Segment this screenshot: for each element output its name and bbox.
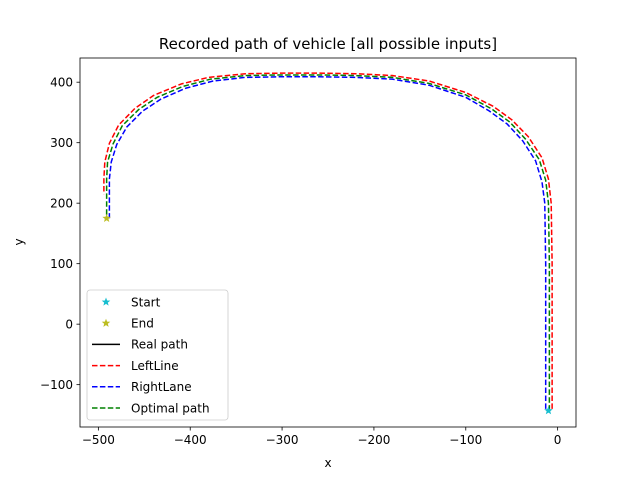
series-line-leftline: [103, 72, 553, 409]
start-marker: [544, 406, 553, 415]
x-tick-label: −500: [82, 433, 115, 447]
legend-end-star-icon: [101, 318, 111, 327]
y-tick-label: 300: [50, 136, 73, 150]
chart-title: Recorded path of vehicle [all possible i…: [159, 35, 497, 53]
marker-group: [102, 213, 553, 415]
series-line-optimal-path: [105, 74, 551, 411]
y-tick-label: 100: [50, 257, 73, 271]
legend-rightlane-label: RightLane: [131, 380, 192, 394]
plot-frame: [79, 57, 577, 428]
x-tick-label: −100: [449, 433, 482, 447]
y-tick-label: 200: [50, 196, 73, 210]
x-axis-label: x: [324, 456, 331, 470]
legend: Start End Real path LeftLine RightLane Optima…: [86, 289, 229, 421]
x-axis: −500 −400 −300 −200 −100 0: [82, 427, 562, 447]
x-tick-label: 0: [554, 433, 562, 447]
y-tick-label: 400: [50, 75, 73, 89]
legend-leftline-label: LeftLine: [131, 359, 179, 373]
x-tick-label: −200: [357, 433, 390, 447]
x-tick-label: −300: [266, 433, 299, 447]
end-marker: [102, 213, 111, 222]
legend-real-path-label: Real path: [131, 338, 188, 352]
series-group: [103, 72, 553, 411]
series-line-rightlane: [108, 76, 547, 409]
y-axis-label: y: [12, 238, 26, 245]
y-axis: −100 0 100 200 300 400: [40, 75, 80, 392]
legend-optimal-path-label: Optimal path: [131, 401, 210, 415]
x-tick-label: −400: [174, 433, 207, 447]
y-tick-label: −100: [40, 378, 73, 392]
legend-start-label: Start: [131, 295, 161, 309]
legend-box: [86, 289, 229, 421]
legend-end-label: End: [131, 317, 154, 331]
y-tick-label: 0: [65, 317, 73, 331]
legend-start-star-icon: [101, 297, 111, 306]
